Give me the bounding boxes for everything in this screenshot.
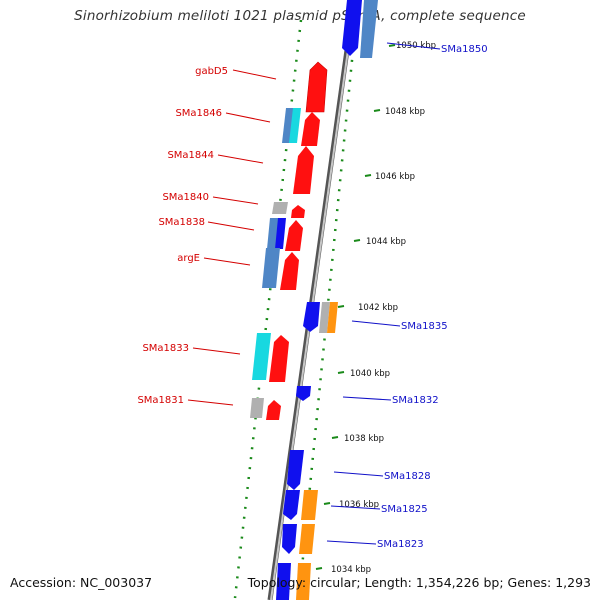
label-SMa1831: SMa1831 xyxy=(137,395,184,406)
label-SMa1846: SMa1846 xyxy=(175,108,222,119)
gene-gabD5[interactable] xyxy=(305,61,328,113)
tick-label-1044: 1044 kbp xyxy=(366,237,406,247)
left-connectors xyxy=(187,69,277,406)
tick-label-1042: 1042 kbp xyxy=(358,303,398,313)
gene-SMa1840[interactable] xyxy=(272,202,305,218)
accession-text: Accession: NC_003037 xyxy=(10,575,153,590)
topology-text: Topology: circular; Length: 1,354,226 bp… xyxy=(247,575,591,590)
gene-SMa1844[interactable] xyxy=(293,146,314,194)
gene-SMa1823[interactable] xyxy=(282,524,315,554)
tick-label-1036: 1036 kbp xyxy=(339,500,379,510)
tick-label-1034: 1034 kbp xyxy=(331,565,371,575)
map-title: Sinorhizobium meliloti 1021 plasmid pSym… xyxy=(74,8,526,24)
gene-SMa1838[interactable] xyxy=(267,218,303,251)
gene-SMa1825[interactable] xyxy=(283,490,318,520)
gene-bottom[interactable] xyxy=(276,563,311,600)
label-SMa1840: SMa1840 xyxy=(162,192,209,203)
right-connectors xyxy=(326,42,441,545)
label-gabD5: gabD5 xyxy=(195,66,228,77)
tick-label-1048: 1048 kbp xyxy=(385,107,425,117)
label-SMa1833: SMa1833 xyxy=(142,343,189,354)
tick-label-1046: 1046 kbp xyxy=(375,172,415,182)
label-SMa1850: SMa1850 xyxy=(441,44,488,55)
gene-SMa1846[interactable] xyxy=(282,108,320,146)
label-SMa1828: SMa1828 xyxy=(384,471,431,482)
gene-SMa1833[interactable] xyxy=(252,333,289,382)
tick-marks xyxy=(315,44,396,570)
label-SMa1838: SMa1838 xyxy=(158,217,205,228)
label-SMa1844: SMa1844 xyxy=(167,150,214,161)
label-argE: argE xyxy=(177,253,200,264)
gene-SMa1832[interactable] xyxy=(296,386,311,401)
label-SMa1835: SMa1835 xyxy=(401,321,448,332)
gene-SMa1835[interactable] xyxy=(303,302,338,333)
tick-label-1038: 1038 kbp xyxy=(344,434,384,444)
inner-dotted-track xyxy=(233,19,303,599)
label-SMa1825: SMa1825 xyxy=(381,504,428,515)
gene-argE[interactable] xyxy=(262,248,299,290)
gene-SMa1831[interactable] xyxy=(250,398,281,420)
tick-label-1040: 1040 kbp xyxy=(350,369,390,379)
gene-SMa1828[interactable] xyxy=(287,450,304,490)
gene-SMa1850[interactable] xyxy=(342,0,378,58)
label-SMa1823: SMa1823 xyxy=(377,539,424,550)
label-SMa1832: SMa1832 xyxy=(392,395,439,406)
